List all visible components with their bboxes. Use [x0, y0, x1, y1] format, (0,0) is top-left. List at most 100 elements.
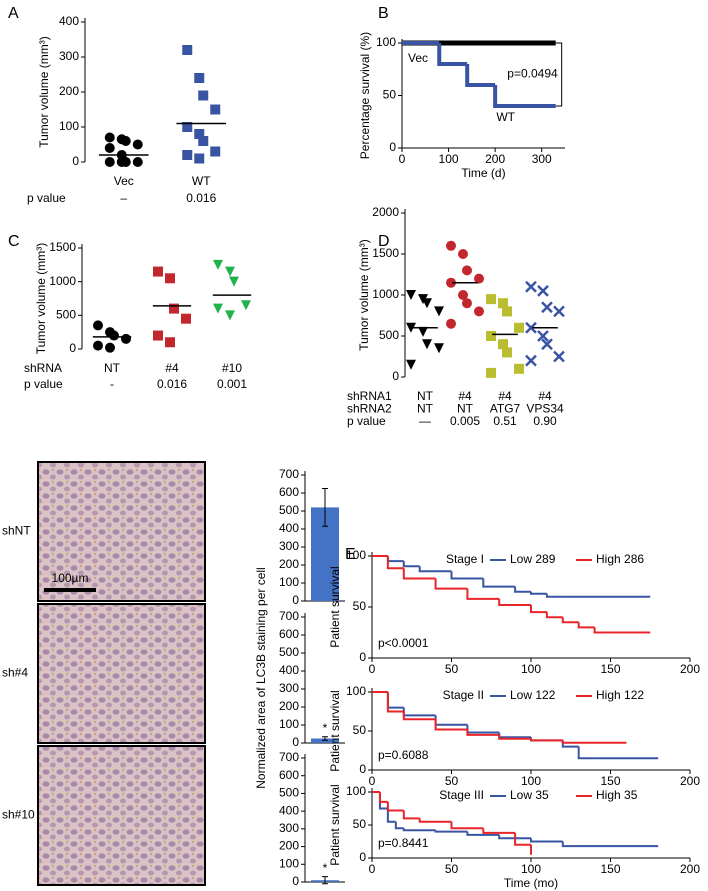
- x-tick-label: Vec: [114, 174, 134, 188]
- y-tick-label: 0: [359, 762, 366, 776]
- survival-step: [434, 719, 468, 731]
- row-value: #4: [458, 389, 472, 403]
- dot: [93, 320, 103, 331]
- micrograph-label: shNT: [2, 524, 31, 538]
- x-tick-label: 100: [521, 662, 541, 676]
- survival-step: [450, 571, 484, 580]
- x-tick-label: 50: [445, 774, 459, 788]
- dot: [462, 265, 472, 276]
- row-label: shRNA: [24, 361, 62, 375]
- y-tick-label: 200: [59, 84, 79, 98]
- x-axis-label: Time (mo): [504, 876, 558, 890]
- significance: *: [323, 861, 328, 875]
- dot: [525, 321, 537, 334]
- survival-step: [482, 578, 516, 588]
- row-value: —: [419, 414, 431, 428]
- panel-letter: D: [378, 233, 390, 250]
- dot: [462, 298, 472, 309]
- row-value: #4: [538, 389, 552, 403]
- y-tick-label: 300: [279, 681, 299, 695]
- dot: [406, 359, 416, 370]
- dot: [458, 249, 468, 259]
- dot: [422, 298, 432, 309]
- dot: [514, 363, 524, 374]
- y-tick-label: 600: [279, 485, 299, 499]
- row-value: –: [120, 191, 127, 205]
- error-bar: [322, 736, 328, 741]
- dot: [198, 136, 209, 146]
- dot: [446, 318, 456, 329]
- survival-step: [561, 841, 659, 848]
- survival-step: [498, 834, 531, 840]
- y-tick-label: 400: [279, 521, 299, 535]
- y-tick-label: 50: [353, 723, 367, 737]
- survival-step: [386, 801, 404, 812]
- survival-step: [402, 707, 436, 717]
- dot: [213, 259, 223, 270]
- y-axis-label: Tumor volume (mm³): [34, 243, 48, 355]
- dot: [458, 290, 468, 300]
- y-tick-label: 400: [59, 14, 79, 28]
- dot: [182, 150, 193, 160]
- survival-step: [530, 604, 547, 614]
- y-tick-label: 400: [279, 663, 299, 677]
- dot: [116, 157, 127, 167]
- y-axis-label: Patient survival: [328, 784, 342, 865]
- row-value: #4: [498, 389, 512, 403]
- y-axis-label: Percentage survival (%): [358, 32, 372, 159]
- x-tick-label: 150: [600, 862, 620, 876]
- row-label: shRNA1: [347, 389, 392, 403]
- y-tick-label: 0: [359, 850, 366, 864]
- survival-step: [418, 566, 452, 573]
- dot: [406, 322, 416, 333]
- y-tick-label: 0: [72, 154, 79, 168]
- survival-step: [386, 808, 396, 823]
- y-tick-label: 500: [279, 786, 299, 800]
- panel-letter: A: [8, 5, 19, 22]
- micrograph: [37, 603, 206, 744]
- y-tick-label: 0: [292, 874, 299, 888]
- survival-step: [545, 612, 563, 619]
- micrograph-label: sh#10: [2, 808, 35, 822]
- x-tick-label: 0: [369, 774, 376, 788]
- survival-step: [450, 821, 484, 830]
- survival-step: [434, 715, 468, 726]
- x-tick-label: 100: [521, 862, 541, 876]
- y-tick-label: 1000: [372, 287, 399, 301]
- chart-title: Stage II: [443, 688, 484, 702]
- dot: [213, 303, 223, 314]
- dot: [446, 240, 456, 251]
- x-tick-label: WT: [192, 174, 211, 188]
- dot: [105, 342, 115, 353]
- row-label: p value: [27, 191, 66, 205]
- chart-title: Stage I: [446, 552, 484, 566]
- row-value: 0.016: [157, 377, 187, 391]
- row-value: NT: [104, 361, 121, 375]
- y-tick-label: 0: [392, 369, 399, 383]
- dot: [486, 294, 496, 305]
- row-value: 0.51: [493, 414, 517, 428]
- x-tick-label: 50: [445, 662, 459, 676]
- survival-step: [434, 578, 468, 590]
- survival-step: [402, 810, 420, 820]
- row-label: p value: [24, 377, 63, 391]
- y-tick-label: 1500: [49, 240, 76, 254]
- y-tick-label: 0: [389, 140, 396, 154]
- dot: [422, 339, 432, 350]
- survival-step: [514, 832, 531, 846]
- y-tick-label: 600: [279, 627, 299, 641]
- y-tick-label: 50: [353, 817, 367, 831]
- survival-step: [394, 821, 404, 830]
- row-value: -: [110, 377, 114, 391]
- x-axis-label: Time (d): [461, 166, 505, 180]
- survival-step: [466, 588, 500, 600]
- dot: [109, 330, 119, 341]
- row-value: 0.016: [186, 191, 216, 205]
- y-tick-label: 200: [279, 839, 299, 853]
- p-value: p=0.8441: [378, 836, 429, 850]
- y-tick-label: 200: [279, 699, 299, 713]
- survival-step: [498, 734, 531, 740]
- survival-step: [577, 622, 595, 629]
- dot: [210, 104, 221, 115]
